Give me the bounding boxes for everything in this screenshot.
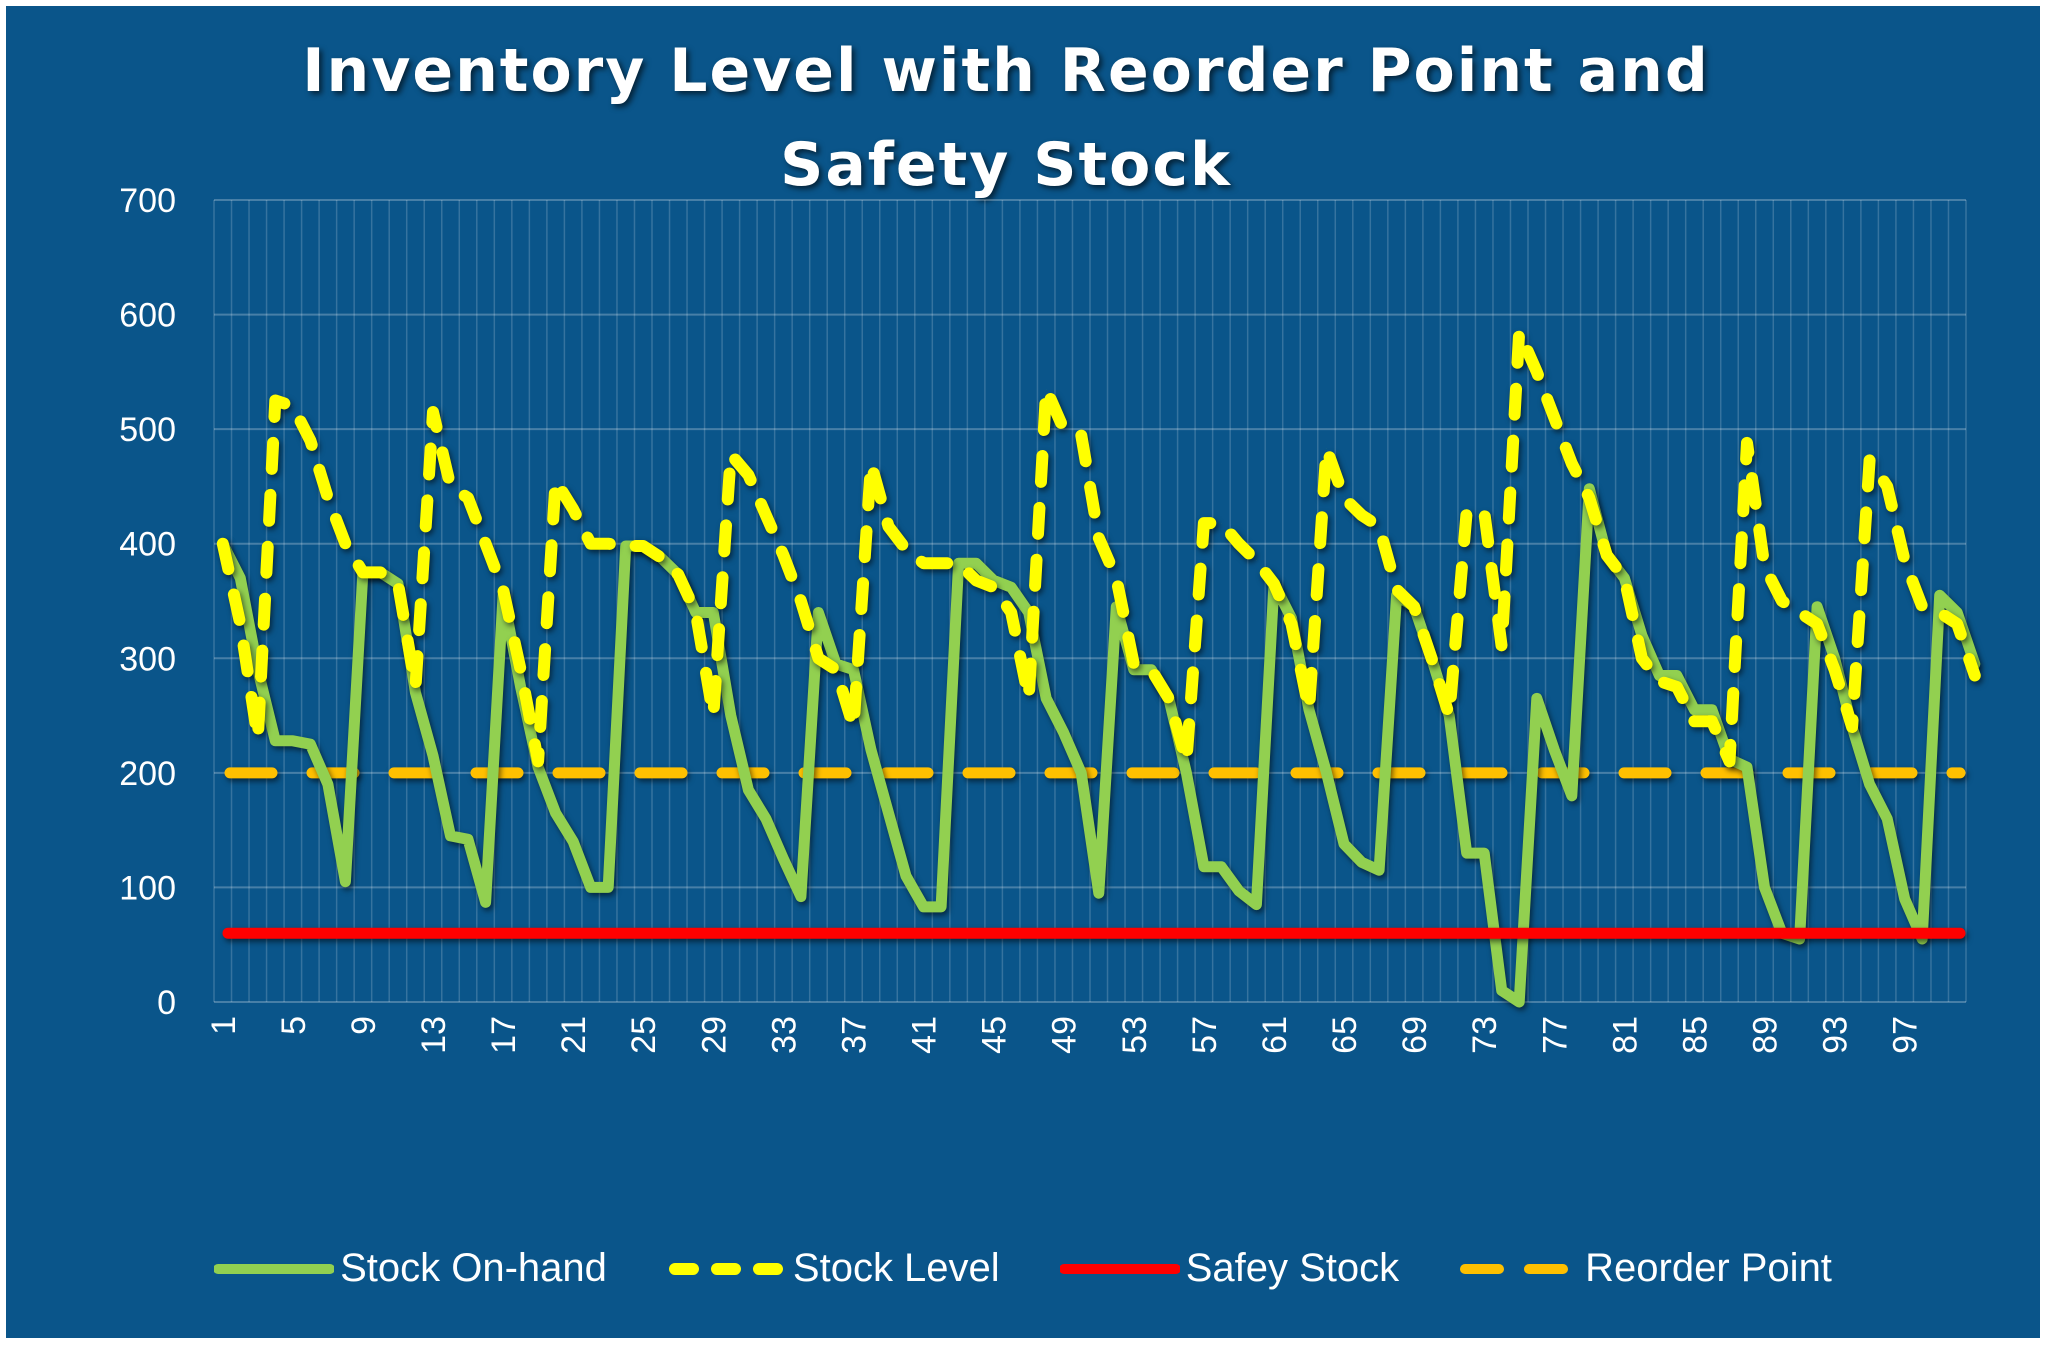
chart-frame: Inventory Level with Reorder Point and S… (6, 6, 2040, 1338)
x-tick-label: 33 (765, 1016, 803, 1054)
x-tick-label: 25 (625, 1016, 663, 1054)
legend-item-safety-stock: Safey Stock (1059, 1246, 1400, 1291)
chart-title-line-1: Inventory Level with Reorder Point and (302, 36, 1710, 106)
legend-swatch-solid-green (214, 1263, 335, 1274)
x-tick-label: 41 (906, 1016, 944, 1054)
x-tick-label: 69 (1396, 1016, 1434, 1054)
y-tick-label: 0 (157, 984, 176, 1022)
legend-swatch-dashed-yellow (668, 1262, 787, 1275)
x-tick-label: 37 (835, 1016, 873, 1054)
x-tick-label: 93 (1817, 1016, 1855, 1054)
x-tick-label: 57 (1186, 1016, 1224, 1054)
legend-swatch-solid-red (1059, 1263, 1180, 1274)
x-tick-label: 77 (1536, 1016, 1574, 1054)
x-tick-label: 1 (205, 1016, 243, 1035)
legend-label: Reorder Point (1585, 1246, 1832, 1290)
legend: Stock On-hand Stock Level Safey Stock Re… (6, 1246, 2040, 1291)
y-tick-label: 500 (119, 411, 176, 449)
x-tick-label: 45 (976, 1016, 1014, 1054)
chart-title-line-2: Safety Stock (780, 130, 1232, 200)
y-tick-label: 300 (119, 640, 176, 678)
chart-title: Inventory Level with Reorder Point and S… (6, 24, 2006, 212)
legend-item-reorder-point: Reorder Point (1459, 1246, 1832, 1291)
x-tick-label: 13 (415, 1016, 453, 1054)
stock-level-line (216, 325, 1981, 768)
y-tick-label: 200 (119, 755, 176, 793)
legend-swatch-dashed-orange (1460, 1263, 1580, 1274)
x-tick-label: 53 (1116, 1016, 1154, 1054)
x-tick-label: 21 (555, 1016, 593, 1054)
y-tick-label: 600 (119, 297, 176, 335)
stock-on-hand-line (217, 483, 1981, 1008)
x-tick-label: 73 (1466, 1016, 1504, 1054)
x-tick-label: 85 (1676, 1016, 1714, 1054)
x-tick-label: 49 (1046, 1016, 1084, 1054)
y-tick-label: 700 (119, 182, 176, 220)
legend-label: Safey Stock (1185, 1246, 1400, 1290)
legend-item-stock-on-hand: Stock On-hand (214, 1246, 607, 1291)
y-tick-label: 400 (119, 526, 176, 564)
legend-item-stock-level: Stock Level (667, 1246, 1000, 1291)
x-tick-label: 81 (1606, 1016, 1644, 1054)
x-tick-label: 5 (275, 1016, 313, 1035)
x-tick-label: 29 (695, 1016, 733, 1054)
legend-label: Stock Level (792, 1246, 1000, 1290)
x-tick-label: 65 (1326, 1016, 1364, 1054)
legend-label: Stock On-hand (340, 1246, 607, 1290)
x-tick-label: 17 (485, 1016, 523, 1054)
x-tick-label: 97 (1887, 1016, 1925, 1054)
x-tick-label: 89 (1747, 1016, 1785, 1054)
y-tick-label: 100 (119, 869, 176, 907)
x-tick-label: 9 (345, 1016, 383, 1035)
x-tick-label: 61 (1256, 1016, 1294, 1054)
plot-area: 0 100 200 300 400 500 600 700 1 5 9 13 17 21 25 29 33 37 4… (119, 182, 1981, 1054)
